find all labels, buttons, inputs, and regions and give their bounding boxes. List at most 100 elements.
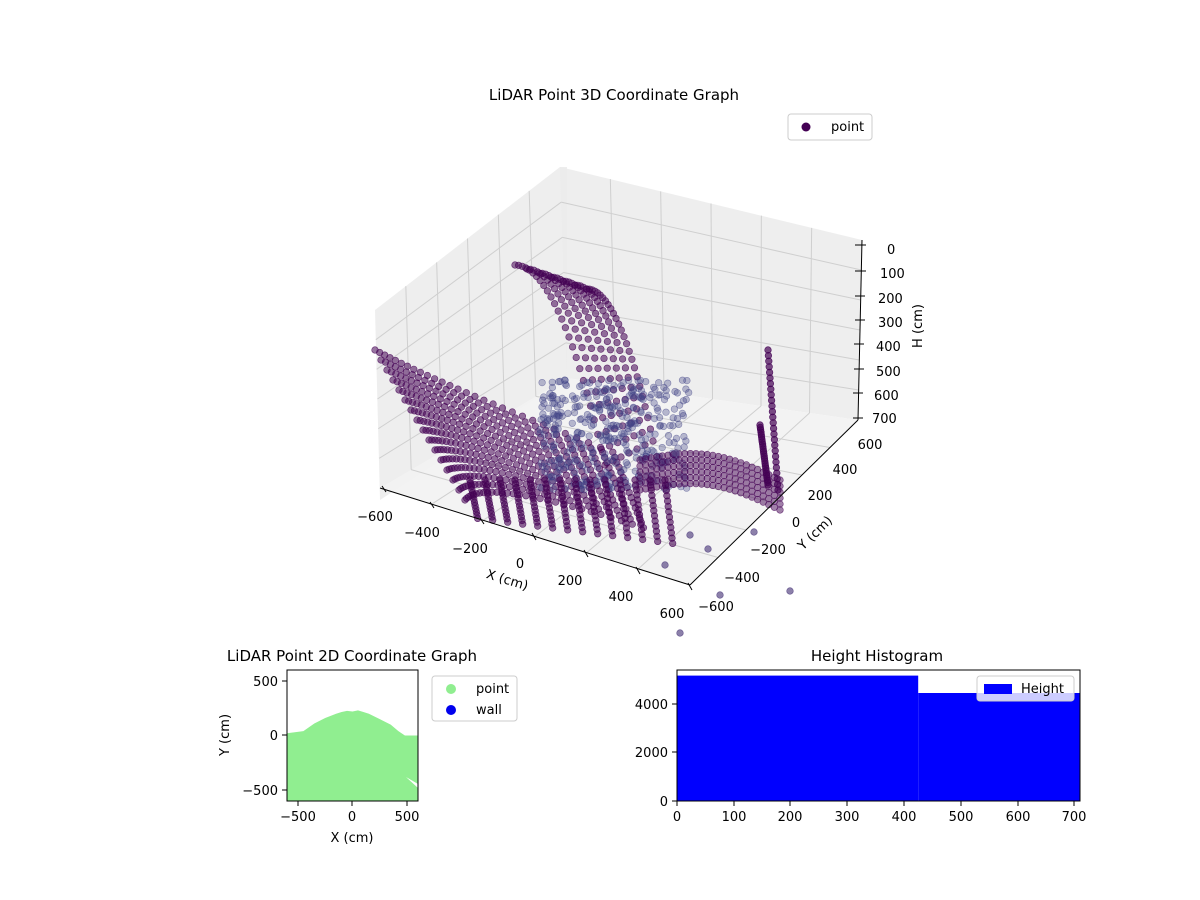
chart-histogram: Height Histogram 0 100 200 300 400 500 6… <box>635 647 1087 825</box>
x-tick-label: 0 <box>348 810 356 825</box>
data-point <box>546 390 554 398</box>
data-point <box>568 419 576 427</box>
data-point <box>540 431 548 439</box>
data-point <box>498 419 507 427</box>
data-point <box>505 416 513 424</box>
x-tick-label: 300 <box>835 810 860 825</box>
data-point <box>561 288 569 296</box>
data-point <box>629 392 637 400</box>
data-point <box>641 403 649 411</box>
data-point <box>476 427 484 435</box>
grid-line <box>809 227 813 414</box>
data-point <box>495 439 503 447</box>
grid-line <box>710 203 713 400</box>
y-tick-label: −400 <box>724 571 760 586</box>
data-point <box>498 404 507 412</box>
data-point <box>547 293 555 301</box>
pane-back-right <box>560 167 862 420</box>
data-point <box>656 391 664 399</box>
data-point <box>505 470 513 478</box>
data-point <box>666 422 674 430</box>
data-point <box>581 354 590 362</box>
data-point <box>517 426 525 434</box>
data-point <box>403 362 412 370</box>
data-point <box>408 371 416 379</box>
data-point <box>607 456 616 464</box>
data-point <box>544 404 553 412</box>
data-point <box>602 312 610 320</box>
data-point <box>520 463 529 471</box>
data-point <box>617 453 625 461</box>
data-point <box>636 382 644 390</box>
data-point <box>636 376 645 384</box>
data-point <box>600 453 608 461</box>
data-point <box>419 382 427 390</box>
data-point <box>658 444 666 452</box>
z-tick-label: 600 <box>874 389 899 404</box>
data-point <box>551 456 559 465</box>
data-point <box>486 466 494 475</box>
data-point <box>716 591 724 599</box>
z-tick-label: 0 <box>887 243 895 258</box>
data-point <box>462 441 470 450</box>
histogram-y-ticks: 0 2000 4000 <box>635 698 677 810</box>
data-point <box>593 392 601 401</box>
data-point <box>483 403 491 411</box>
data-point <box>606 346 615 354</box>
data-point <box>496 428 504 437</box>
legend-2d-marker-wall <box>446 705 456 715</box>
data-point <box>449 418 457 426</box>
data-point <box>613 339 621 347</box>
data-point <box>495 413 503 421</box>
data-point <box>637 386 646 395</box>
data-point <box>537 468 545 476</box>
data-point <box>584 335 592 343</box>
x-tick-label: 400 <box>892 810 917 825</box>
data-point <box>578 301 586 309</box>
data-point <box>534 522 542 530</box>
point-region <box>287 710 418 801</box>
data-point <box>524 424 532 432</box>
data-point <box>656 422 664 430</box>
data-point <box>597 322 606 331</box>
data-point <box>628 423 636 432</box>
data-point <box>622 340 631 348</box>
data-point <box>490 416 498 424</box>
data-point <box>660 396 669 404</box>
data-point <box>655 379 663 387</box>
x-tick-mark <box>635 566 641 575</box>
y-tick-label: 4000 <box>635 698 668 713</box>
data-point <box>576 382 584 391</box>
data-point <box>566 444 575 452</box>
data-point <box>460 428 468 436</box>
data-point <box>606 408 615 416</box>
point-cloud-series <box>371 261 794 637</box>
data-point <box>628 355 636 363</box>
data-point <box>603 424 612 432</box>
data-point <box>527 430 535 438</box>
data-point <box>617 326 625 334</box>
data-point <box>597 510 605 519</box>
x-tick-label: −600 <box>357 510 393 525</box>
x-axis-label-2d: X (cm) <box>331 831 374 846</box>
data-point <box>511 414 519 422</box>
data-point <box>594 379 603 388</box>
data-point <box>602 436 611 445</box>
data-point <box>558 315 566 323</box>
data-point <box>498 445 506 454</box>
data-point <box>480 396 488 404</box>
y-tick-label: 500 <box>253 675 278 690</box>
x-tick-mark <box>381 485 387 493</box>
data-point <box>623 413 631 422</box>
data-point <box>519 520 527 528</box>
data-point <box>585 379 594 387</box>
data-point <box>532 472 540 480</box>
data-point <box>651 385 659 393</box>
data-point <box>678 409 687 418</box>
data-point <box>609 532 617 540</box>
y-tick-label: 0 <box>270 729 278 744</box>
data-point <box>624 449 632 457</box>
y-tick-label: −500 <box>242 784 278 799</box>
data-point <box>589 448 597 457</box>
data-point <box>575 296 583 304</box>
